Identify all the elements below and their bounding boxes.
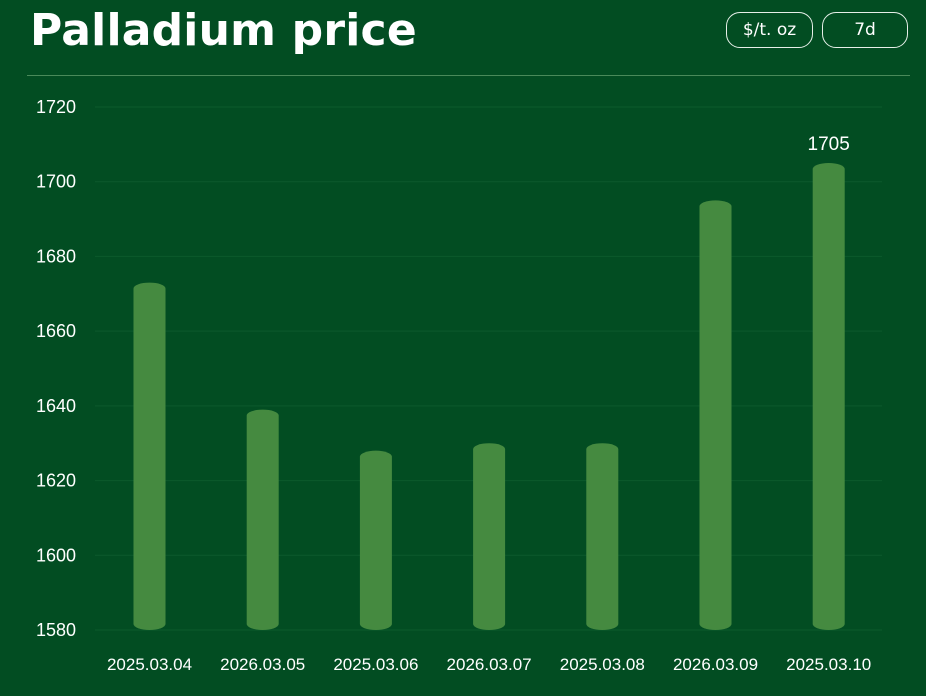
time-range-button[interactable]: 7d: [822, 12, 908, 48]
bar: [812, 163, 845, 631]
bar: [699, 200, 732, 630]
x-tick-label: 2025.03.10: [786, 655, 871, 674]
bar: [473, 443, 506, 630]
y-tick-label: 1700: [36, 172, 76, 192]
x-tick-label: 2026.03.07: [447, 655, 532, 674]
y-tick-label: 1660: [36, 321, 76, 341]
y-tick-label: 1720: [36, 97, 76, 117]
x-tick-label: 2025.03.08: [560, 655, 645, 674]
x-tick-label: 2025.03.06: [333, 655, 418, 674]
y-tick-label: 1640: [36, 396, 76, 416]
data-label: 1705: [808, 134, 850, 155]
chart-title: Palladium price: [30, 5, 417, 56]
bar: [359, 450, 392, 630]
bar: [586, 443, 619, 630]
x-tick-label: 2026.03.09: [673, 655, 758, 674]
y-tick-label: 1600: [36, 545, 76, 565]
unit-selector-button[interactable]: $/t. oz: [726, 12, 813, 48]
bar: [133, 282, 166, 630]
header-divider: [27, 75, 910, 76]
x-tick-label: 2025.03.04: [107, 655, 192, 674]
bar: [246, 409, 279, 630]
y-tick-label: 1580: [36, 620, 76, 640]
y-tick-label: 1620: [36, 471, 76, 491]
y-tick-label: 1680: [36, 246, 76, 266]
x-tick-label: 2026.03.05: [220, 655, 305, 674]
